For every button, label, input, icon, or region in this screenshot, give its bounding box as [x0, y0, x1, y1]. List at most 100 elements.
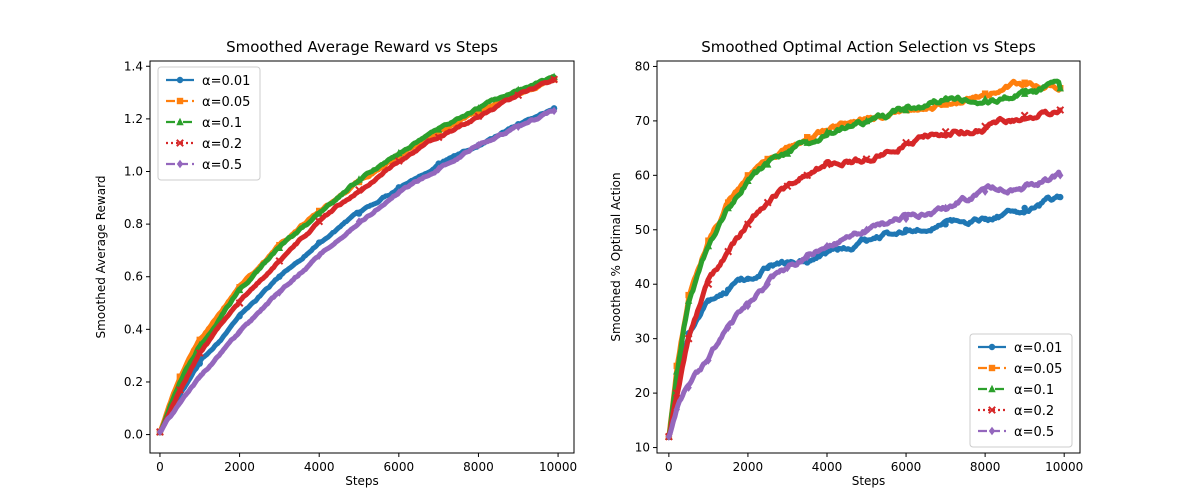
series-α=0.5 [665, 169, 1064, 441]
data-point [942, 221, 949, 228]
data-point [196, 360, 203, 367]
legend-item: α=0.05 [166, 95, 250, 110]
data-point [276, 288, 283, 297]
y-tick-label: 50 [635, 223, 650, 237]
legend-marker [176, 97, 184, 105]
data-point [195, 349, 204, 357]
x-tick-label: 6000 [891, 460, 922, 474]
data-point [981, 187, 989, 196]
y-tick-label: 1.4 [124, 59, 143, 73]
data-point [684, 334, 693, 343]
data-point [1057, 193, 1064, 201]
y-tick-label: 0.8 [124, 217, 143, 231]
optimal-y-axis-label: Smoothed % Optimal Action [609, 172, 623, 341]
data-point [902, 138, 910, 147]
data-point [1021, 182, 1028, 191]
data-point [804, 252, 811, 262]
legend-marker [988, 426, 996, 436]
data-point [394, 157, 403, 165]
x-tick-label: 4000 [812, 460, 843, 474]
data-point [744, 275, 752, 282]
data-point [724, 199, 732, 206]
data-point [355, 217, 363, 226]
data-point [705, 297, 712, 304]
data-point [316, 239, 323, 246]
data-point [803, 138, 811, 146]
reward-axes-frame [149, 60, 575, 454]
data-point [236, 312, 243, 320]
reward-legend: α=0.01 α=0.05 α=0.1 α=0.2 α=0.5 [157, 66, 261, 181]
legend-label: α=0.05 [1014, 362, 1062, 377]
x-tick-label: 0 [665, 460, 673, 474]
data-point [704, 241, 713, 250]
data-point [176, 373, 184, 380]
data-point [355, 210, 363, 217]
series-α=0.2 [664, 106, 1065, 441]
data-point [315, 209, 323, 217]
data-point [474, 112, 483, 121]
data-point [823, 127, 831, 135]
legend-box [157, 66, 261, 181]
y-tick-label: 0.2 [124, 375, 143, 389]
y-tick-label: 1.2 [124, 112, 143, 126]
legend-item: α=0.5 [978, 425, 1054, 440]
data-point [550, 106, 558, 116]
series-line [666, 169, 1063, 440]
data-point [1057, 171, 1064, 180]
data-point [981, 90, 989, 97]
data-point [804, 134, 811, 141]
x-tick-label: 6000 [384, 460, 415, 474]
x-tick-label: 2000 [224, 460, 255, 474]
data-point [942, 101, 949, 108]
legend-item: α=0.2 [166, 137, 242, 152]
data-point [175, 385, 184, 394]
legend-label: α=0.5 [202, 158, 242, 173]
data-point [724, 247, 733, 256]
legend-label: α=0.01 [202, 74, 250, 89]
data-point [434, 125, 443, 133]
legend-item: α=0.01 [166, 74, 250, 89]
series-α=0.5 [156, 106, 558, 437]
optimal-plot-area [664, 78, 1065, 441]
legend-label: α=0.2 [202, 137, 242, 152]
legend-item: α=0.1 [978, 383, 1054, 398]
data-point [863, 225, 870, 234]
data-point [981, 122, 990, 131]
legend-marker [176, 76, 184, 84]
series-α=0.1 [665, 78, 1064, 440]
data-point [275, 243, 284, 251]
reward-chart-title: Smoothed Average Reward vs Steps [226, 38, 498, 56]
data-point [744, 176, 752, 184]
optimal-legend: α=0.01 α=0.05 α=0.1 α=0.2 α=0.5 [969, 333, 1073, 448]
y-tick-label: 1.0 [124, 164, 143, 178]
data-point [784, 263, 791, 273]
data-point [672, 389, 681, 398]
data-point [863, 237, 870, 244]
data-point [764, 264, 771, 272]
legend-marker [988, 384, 996, 393]
data-point [1020, 89, 1029, 97]
x-tick-label: 2000 [733, 460, 764, 474]
legend-label: α=0.01 [1014, 341, 1062, 356]
data-point [1056, 84, 1064, 92]
data-point [941, 94, 950, 103]
optimal-axes-frame [656, 60, 1081, 454]
legend-marker [988, 406, 996, 414]
legend-box [969, 333, 1073, 448]
data-point [744, 301, 752, 311]
x-tick-label: 10000 [1045, 460, 1083, 474]
data-point [724, 323, 732, 332]
data-point [783, 182, 792, 191]
x-tick-label: 8000 [463, 460, 494, 474]
y-tick-label: 10 [635, 441, 650, 455]
data-point [862, 116, 871, 125]
data-point [704, 280, 713, 289]
legend-label: α=0.1 [202, 116, 242, 131]
data-point [744, 172, 752, 179]
data-point [395, 148, 403, 157]
legend-marker [176, 159, 184, 169]
data-point [196, 336, 203, 344]
y-tick-label: 30 [635, 332, 650, 346]
data-point [823, 241, 831, 251]
